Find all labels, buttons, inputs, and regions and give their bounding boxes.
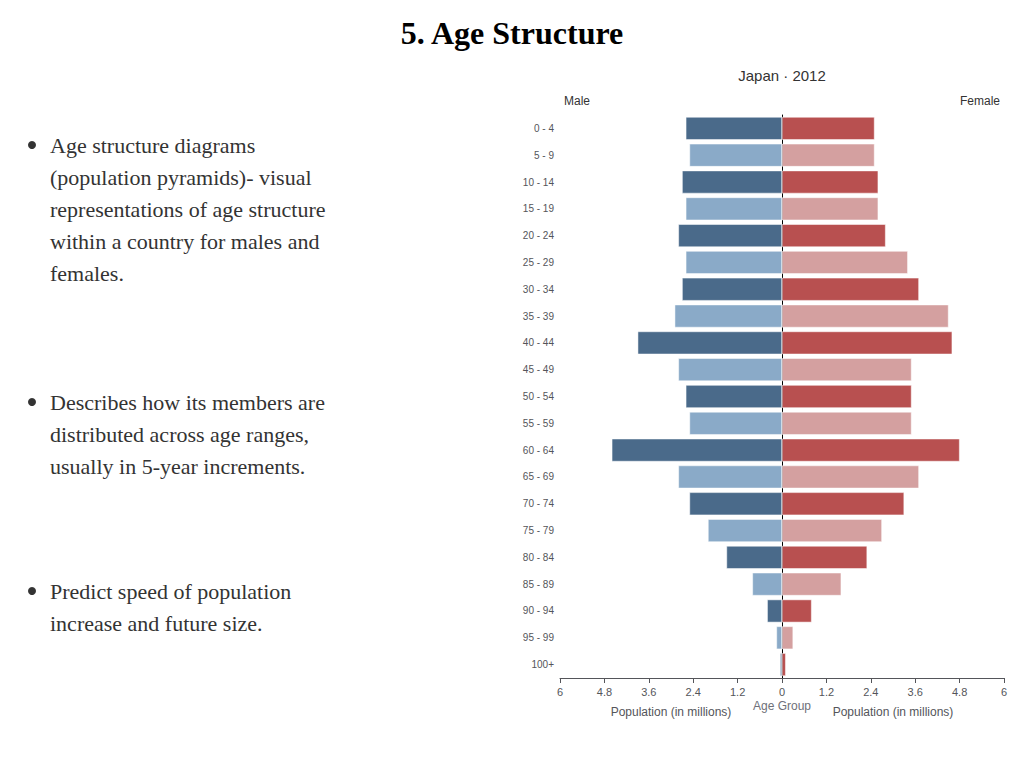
svg-text:40 - 44: 40 - 44 [523,337,555,348]
svg-text:Predict speed of population: Predict speed of population [50,579,291,604]
svg-text:6: 6 [557,686,563,698]
svg-text:100+: 100+ [531,659,554,670]
svg-text:65 - 69: 65 - 69 [523,471,555,482]
svg-text:Male: Male [564,94,590,108]
svg-text:usually in 5-year increments.: usually in 5-year increments. [50,454,305,479]
svg-text:1.2: 1.2 [819,686,834,698]
svg-text:95 - 99: 95 - 99 [523,632,555,643]
svg-text:5. Age Structure: 5. Age Structure [401,15,623,51]
svg-text:4.8: 4.8 [597,686,612,698]
svg-text:Female: Female [960,94,1000,108]
svg-text:85 - 89: 85 - 89 [523,579,555,590]
svg-text:3.6: 3.6 [641,686,656,698]
svg-text:increase and future size.: increase and future size. [50,611,263,636]
svg-text:10 - 14: 10 - 14 [523,177,555,188]
svg-text:Describes how its members are: Describes how its members are [50,390,325,415]
svg-text:25 - 29: 25 - 29 [523,257,555,268]
svg-text:90 - 94: 90 - 94 [523,605,555,616]
svg-text:6: 6 [1001,686,1007,698]
svg-text:Japan · 2012: Japan · 2012 [738,67,826,84]
svg-text:females.: females. [50,261,124,286]
svg-text:45 - 49: 45 - 49 [523,364,555,375]
svg-text:55 - 59: 55 - 59 [523,418,555,429]
svg-text:representations of age structu: representations of age structure [50,197,326,222]
svg-text:Age Group: Age Group [753,699,811,713]
svg-text:0 - 4: 0 - 4 [534,123,554,134]
svg-text:5 - 9: 5 - 9 [534,150,554,161]
svg-text:3.6: 3.6 [908,686,923,698]
svg-text:Population (in millions): Population (in millions) [611,705,732,719]
svg-text:0: 0 [779,686,785,698]
svg-text:15 - 19: 15 - 19 [523,203,555,214]
svg-text:2.4: 2.4 [686,686,701,698]
svg-text:distributed across age ranges,: distributed across age ranges, [50,422,309,447]
svg-text:35 - 39: 35 - 39 [523,311,555,322]
svg-text:1.2: 1.2 [730,686,745,698]
svg-text:20 - 24: 20 - 24 [523,230,555,241]
svg-text:50 - 54: 50 - 54 [523,391,555,402]
svg-text:Population (in millions): Population (in millions) [833,705,954,719]
svg-text:70 - 74: 70 - 74 [523,498,555,509]
svg-text:60 - 64: 60 - 64 [523,445,555,456]
svg-text:4.8: 4.8 [952,686,967,698]
svg-text:2.4: 2.4 [863,686,878,698]
svg-text:75 - 79: 75 - 79 [523,525,555,536]
svg-text:(population pyramids)- visual: (population pyramids)- visual [50,165,312,190]
svg-text:80 - 84: 80 - 84 [523,552,555,563]
svg-text:within a country for males and: within a country for males and [50,229,319,254]
svg-text:30 - 34: 30 - 34 [523,284,555,295]
svg-text:Age structure diagrams: Age structure diagrams [50,133,255,158]
